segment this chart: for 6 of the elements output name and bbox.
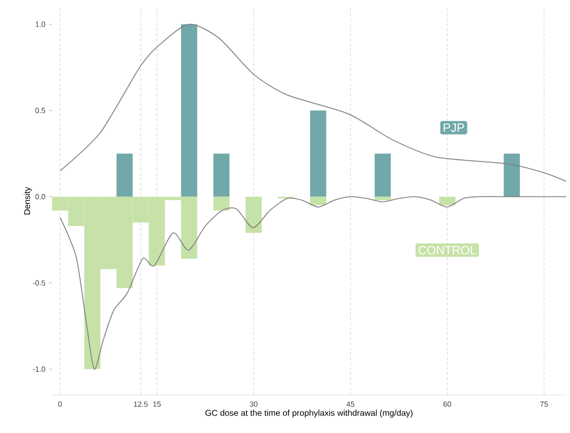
y-axis-title: Density bbox=[24, 186, 32, 214]
x-axis-title: GC dose at the time of prophylaxis withdrawal (mg/day) bbox=[205, 410, 412, 418]
text: PJP bbox=[444, 124, 464, 132]
line-series bbox=[60, 24, 566, 182]
line-series bbox=[60, 196, 566, 370]
text: CONTROL bbox=[418, 246, 476, 254]
